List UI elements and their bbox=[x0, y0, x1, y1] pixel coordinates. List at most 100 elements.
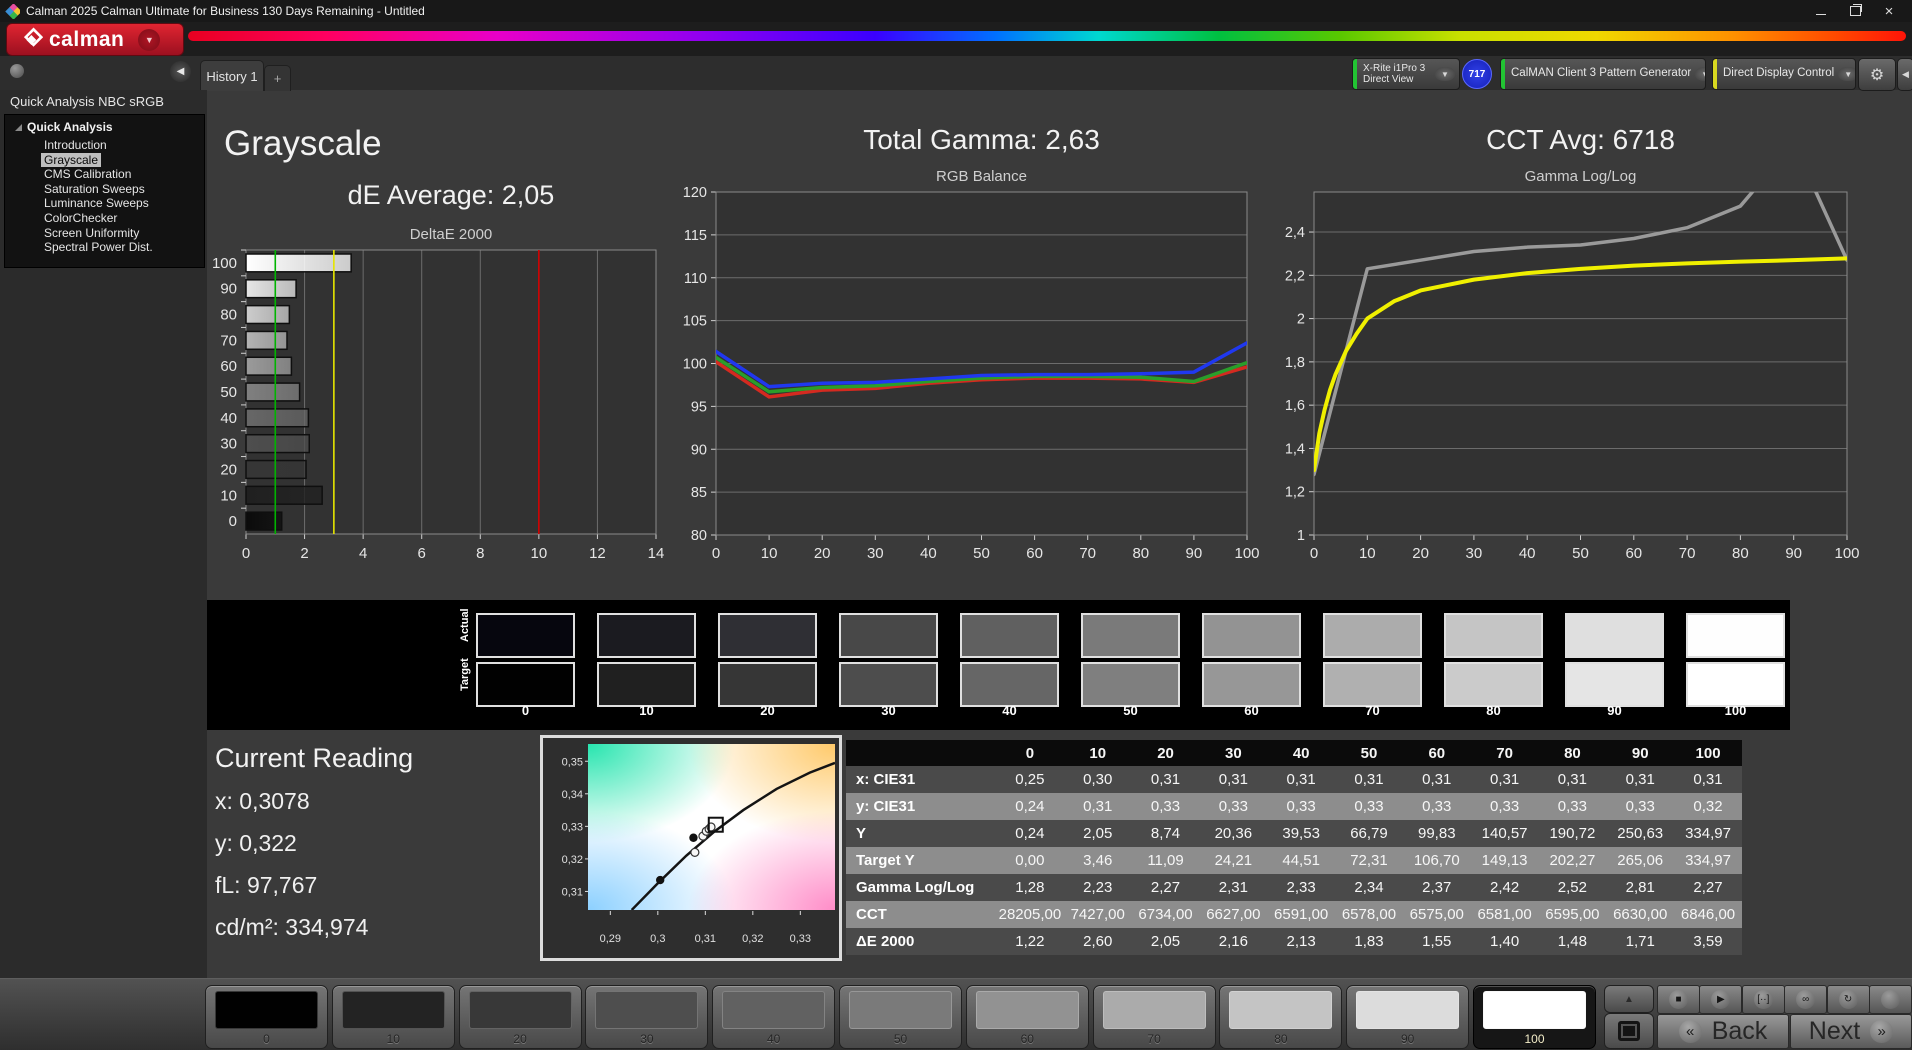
grayscale-data-table: 0102030405060708090100x: CIE310,250,300,… bbox=[846, 740, 1742, 955]
pattern-level-button-40[interactable]: 40 bbox=[712, 985, 835, 1049]
table-cell: 6591,00 bbox=[1267, 906, 1335, 923]
display-control-dropdown[interactable]: Direct Display Control ▼ bbox=[1712, 58, 1856, 90]
svg-text:90: 90 bbox=[691, 442, 707, 458]
pattern-level-button-20[interactable]: 20 bbox=[459, 985, 582, 1049]
pattern-generator-dropdown[interactable]: CalMAN Client 3 Pattern Generator ▼ bbox=[1500, 58, 1706, 90]
close-button[interactable]: × bbox=[1872, 0, 1906, 22]
cie-chromaticity-chart: 0,310,320,330,340,350,290,30,310,320,33 bbox=[540, 735, 842, 961]
pattern-generator-label: CalMAN Client 3 Pattern Generator bbox=[1505, 67, 1695, 80]
grayscale-swatch-band: Actual Target 0102030405060708090100 bbox=[207, 600, 1790, 730]
workflow-dot-icon[interactable] bbox=[10, 64, 24, 78]
tree-root-label[interactable]: Quick Analysis bbox=[27, 120, 113, 134]
svg-text:0,32: 0,32 bbox=[562, 854, 583, 866]
target-swatch-20 bbox=[718, 662, 817, 707]
sidebar-collapse-icon[interactable]: ◀ bbox=[170, 61, 191, 82]
meter-count-badge[interactable]: 717 bbox=[1462, 59, 1492, 89]
pattern-level-button-80[interactable]: 80 bbox=[1219, 985, 1342, 1049]
svg-text:20: 20 bbox=[814, 545, 831, 562]
tab-add-button[interactable]: + bbox=[264, 65, 291, 91]
sidebar-item-screen-uniformity[interactable]: Screen Uniformity bbox=[41, 226, 142, 240]
table-cell: 106,70 bbox=[1403, 852, 1471, 869]
stop-button[interactable]: ■ bbox=[1657, 985, 1700, 1014]
calman-logo-icon bbox=[17, 27, 43, 53]
play-button[interactable]: ▶ bbox=[1699, 985, 1742, 1014]
minimize-button[interactable] bbox=[1804, 0, 1838, 22]
sidebar-item-saturation-sweeps[interactable]: Saturation Sweeps bbox=[41, 182, 148, 196]
target-swatch-0 bbox=[476, 662, 575, 707]
meter-dropdown[interactable]: X-Rite i1Pro 3 Direct View ▼ bbox=[1352, 58, 1460, 90]
svg-text:80: 80 bbox=[1732, 545, 1749, 562]
svg-text:0,29: 0,29 bbox=[600, 933, 621, 945]
pattern-level-swatch bbox=[1103, 991, 1206, 1029]
table-cell: 0,31 bbox=[1403, 771, 1471, 788]
table-cell: 0,25 bbox=[996, 771, 1064, 788]
table-cell: 265,06 bbox=[1606, 852, 1674, 869]
table-cell: 2,34 bbox=[1335, 879, 1403, 896]
pattern-level-button-10[interactable]: 10 bbox=[332, 985, 455, 1049]
pattern-level-swatch bbox=[342, 991, 445, 1029]
pattern-level-swatch bbox=[976, 991, 1079, 1029]
target-swatch-90 bbox=[1565, 662, 1664, 707]
tab-history-1[interactable]: History 1 bbox=[200, 60, 264, 91]
sidebar-item-spectral-power-dist-[interactable]: Spectral Power Dist. bbox=[41, 240, 156, 254]
table-col-header: 80 bbox=[1539, 745, 1607, 762]
display-control-label: Direct Display Control bbox=[1717, 67, 1838, 80]
pattern-level-button-90[interactable]: 90 bbox=[1346, 985, 1469, 1049]
pattern-level-button-30[interactable]: 30 bbox=[585, 985, 708, 1049]
sidebar-item-cms-calibration[interactable]: CMS Calibration bbox=[41, 167, 134, 181]
band-level-label: 80 bbox=[1444, 703, 1543, 718]
current-reading-title: Current Reading bbox=[215, 743, 413, 774]
cct-avg-readout: CCT Avg: 6718 bbox=[1314, 124, 1847, 156]
next-button[interactable]: Next » bbox=[1790, 1014, 1912, 1049]
panel-expand-chevron-icon[interactable]: ▲ bbox=[1604, 985, 1654, 1013]
svg-text:0: 0 bbox=[1310, 545, 1318, 562]
pattern-level-button-60[interactable]: 60 bbox=[966, 985, 1089, 1049]
table-cell: 0,33 bbox=[1199, 798, 1267, 815]
sidebar-item-colorchecker[interactable]: ColorChecker bbox=[41, 211, 120, 225]
table-cell: 2,31 bbox=[1199, 879, 1267, 896]
restore-button[interactable] bbox=[1838, 0, 1872, 22]
refresh-button[interactable]: ↻ bbox=[1827, 985, 1870, 1014]
actual-row-label: Actual bbox=[459, 626, 471, 642]
rgb-balance-line-chart: 8085909510010511011512001020304050607080… bbox=[672, 186, 1272, 578]
rgb-balance-chart-title: RGB Balance bbox=[716, 168, 1247, 185]
refresh-icon: ↻ bbox=[1839, 990, 1858, 1009]
panel-collapse-arrow-icon[interactable]: ◀ bbox=[1897, 58, 1912, 91]
sidebar-item-introduction[interactable]: Introduction bbox=[41, 138, 110, 152]
table-cell: 66,79 bbox=[1335, 825, 1403, 842]
target-swatch-70 bbox=[1323, 662, 1422, 707]
table-row-label: y: CIE31 bbox=[846, 798, 996, 815]
sidebar-item-grayscale[interactable]: Grayscale bbox=[41, 153, 101, 167]
pattern-level-button-0[interactable]: 0 bbox=[205, 985, 328, 1049]
pattern-level-button-70[interactable]: 70 bbox=[1093, 985, 1216, 1049]
svg-text:0,3: 0,3 bbox=[650, 933, 665, 945]
svg-text:0: 0 bbox=[229, 513, 237, 530]
svg-text:20: 20 bbox=[220, 461, 237, 478]
svg-text:30: 30 bbox=[1466, 545, 1483, 562]
window-mode-button[interactable] bbox=[1604, 1013, 1654, 1049]
loop-button[interactable]: ∞ bbox=[1784, 985, 1827, 1014]
back-button[interactable]: « Back bbox=[1657, 1014, 1789, 1049]
actual-swatch-90 bbox=[1565, 613, 1664, 658]
table-cell: 334,97 bbox=[1674, 825, 1742, 842]
svg-text:120: 120 bbox=[683, 186, 707, 201]
svg-text:0,33: 0,33 bbox=[790, 933, 811, 945]
svg-text:20: 20 bbox=[1412, 545, 1429, 562]
workflow-title: Quick Analysis NBC sRGB bbox=[10, 94, 164, 109]
stop-icon: ■ bbox=[1669, 990, 1688, 1009]
sidebar-item-luminance-sweeps[interactable]: Luminance Sweeps bbox=[41, 196, 152, 210]
svg-text:50: 50 bbox=[973, 545, 990, 562]
band-level-label: 0 bbox=[476, 703, 575, 718]
current-reading-f: fL: 97,767 bbox=[215, 872, 317, 899]
pattern-button[interactable]: [··] bbox=[1742, 985, 1785, 1014]
pattern-level-button-50[interactable]: 50 bbox=[839, 985, 962, 1049]
table-cell: 6581,00 bbox=[1471, 906, 1539, 923]
table-row: ΔE 20001,222,602,052,162,131,831,551,401… bbox=[846, 928, 1742, 955]
calman-menu-button[interactable]: calman ▼ bbox=[6, 23, 184, 56]
record-button[interactable] bbox=[1869, 985, 1912, 1014]
settings-gear-icon[interactable]: ⚙ bbox=[1858, 58, 1896, 91]
table-cell: 0,33 bbox=[1132, 798, 1200, 815]
tree-expand-icon[interactable] bbox=[15, 124, 22, 131]
pattern-level-button-100[interactable]: 100 bbox=[1473, 985, 1596, 1049]
table-cell: 1,71 bbox=[1606, 933, 1674, 950]
